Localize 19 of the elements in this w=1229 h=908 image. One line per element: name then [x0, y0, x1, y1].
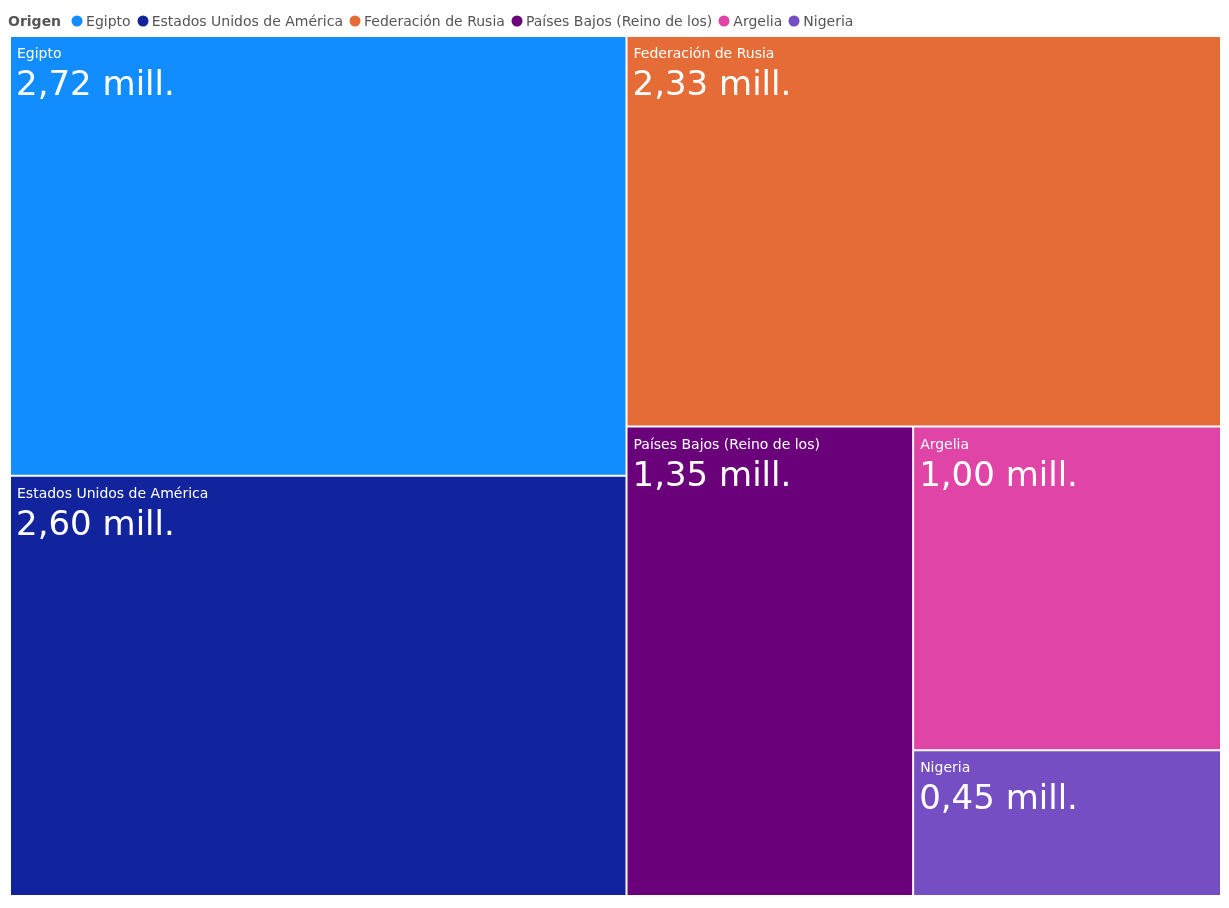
legend-label: Argelia	[733, 13, 783, 29]
data-label: 1,35 mill.	[632, 453, 792, 494]
text: Egipto	[17, 45, 62, 61]
data-label: 2,33 mill.	[632, 63, 792, 103]
data-label: 1,00 mill.	[919, 453, 1078, 494]
data-label: 0,45 mill.	[919, 777, 1078, 818]
data-label: 2,60 mill.	[16, 502, 175, 543]
text: Nigeria	[920, 759, 971, 776]
text: Argelia	[920, 435, 970, 452]
legend-label: Federación de Rusia	[363, 13, 505, 29]
legend-label: Nigeria	[803, 13, 854, 29]
data-label: 2,72 mill.	[16, 63, 175, 103]
legend-title: Origen	[8, 13, 62, 29]
legend-label: Países Bajos (Reino de los)	[525, 13, 713, 29]
legend-label: Egipto	[86, 13, 131, 29]
text: Países Bajos (Reino de los)	[633, 435, 820, 452]
text: Estados Unidos de América	[17, 484, 209, 501]
legend-label: Estados Unidos de América	[151, 13, 343, 29]
text: Federación de Rusia	[633, 45, 775, 61]
